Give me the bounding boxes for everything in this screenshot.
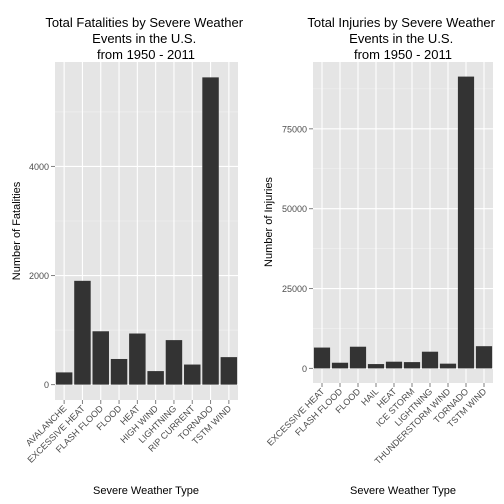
bar-injuries-heat bbox=[385, 361, 403, 369]
injuries-bars bbox=[313, 76, 493, 369]
fatalities-x-axis-label: Severe Weather Type bbox=[93, 485, 199, 497]
injuries-y-axis-label: Number of Injuries bbox=[263, 177, 275, 267]
y-tick-label: 0 bbox=[302, 364, 307, 374]
bar-injuries-tstm-wind bbox=[475, 346, 493, 369]
y-tick-label: 50000 bbox=[282, 204, 307, 214]
bar-fatalities-tstm-wind bbox=[220, 357, 238, 385]
injuries-x-axis-label: Severe Weather Type bbox=[350, 485, 456, 497]
bar-injuries-flash-flood bbox=[331, 362, 349, 369]
bar-injuries-lightning bbox=[421, 351, 439, 369]
bar-fatalities-rip-current bbox=[184, 364, 201, 385]
bar-fatalities-heat bbox=[129, 333, 146, 385]
y-tick-label: 0 bbox=[44, 380, 49, 390]
fatalities-y-axis: 0 2000 4000 bbox=[29, 162, 55, 390]
bar-fatalities-flash-flood bbox=[92, 331, 109, 385]
bar-fatalities-avalanche bbox=[55, 372, 73, 385]
injuries-title: Total Injuries by Severe Weather Events … bbox=[307, 15, 498, 62]
bar-fatalities-flood bbox=[110, 358, 128, 385]
fatalities-bars bbox=[55, 77, 238, 385]
fatalities-y-axis-label: Number of Fatalities bbox=[11, 181, 23, 280]
bar-injuries-flood bbox=[349, 346, 367, 369]
bar-fatalities-lightning bbox=[165, 340, 183, 385]
bar-fatalities-high-wind bbox=[147, 371, 164, 385]
bar-fatalities-excessive-heat bbox=[74, 280, 91, 385]
bar-injuries-excessive-heat bbox=[313, 347, 331, 369]
bar-injuries-hail bbox=[367, 364, 385, 369]
bar-injuries-tornado bbox=[457, 76, 475, 369]
injuries-y-axis: 0 25000 50000 75000 bbox=[282, 124, 313, 374]
y-tick-label: 2000 bbox=[29, 271, 49, 281]
bar-injuries-ice-storm bbox=[403, 362, 421, 369]
y-tick-label: 4000 bbox=[29, 162, 49, 172]
fatalities-title: Total Fatalities by Severe Weather Event… bbox=[45, 15, 246, 62]
y-tick-label: 75000 bbox=[282, 124, 307, 134]
bar-injuries-thunderstorm-wind bbox=[439, 363, 457, 369]
bar-fatalities-tornado bbox=[202, 77, 219, 385]
y-tick-label: 25000 bbox=[282, 284, 307, 294]
